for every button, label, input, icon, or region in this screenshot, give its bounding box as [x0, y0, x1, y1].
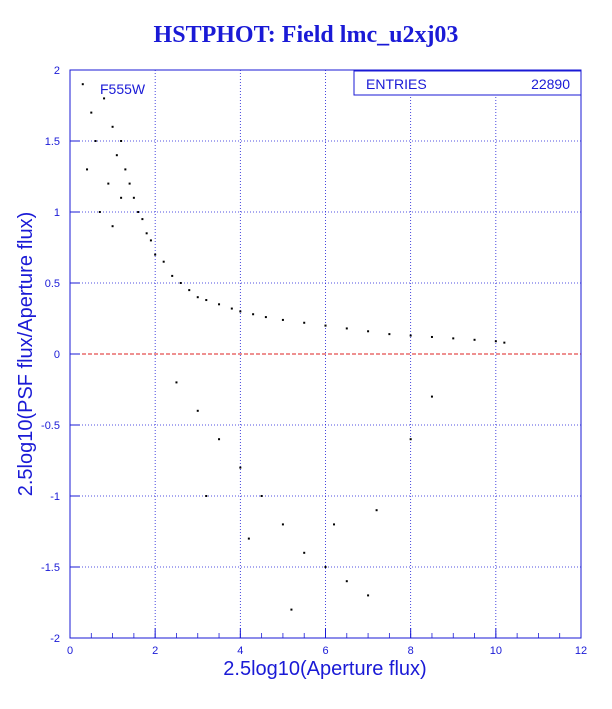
- x-tick-label: 8: [408, 645, 414, 657]
- data-point: [230, 307, 233, 310]
- data-point: [260, 495, 263, 497]
- x-axis-label: 2.5log10(Aperture flux): [223, 658, 426, 680]
- y-tick-label: -1.5: [41, 562, 60, 574]
- y-tick-label: 1.5: [45, 136, 60, 148]
- data-point: [94, 140, 97, 142]
- data-point: [503, 341, 506, 344]
- data-point: [162, 260, 165, 263]
- data-point: [303, 321, 306, 324]
- x-tick-label: 10: [490, 645, 502, 657]
- data-point: [218, 303, 221, 306]
- data-point: [303, 551, 306, 554]
- data-point: [124, 168, 127, 171]
- data-point: [141, 218, 144, 221]
- stats-box: ENTRIES 22890: [353, 70, 582, 96]
- data-point: [128, 182, 131, 185]
- data-point: [196, 409, 199, 412]
- stats-box-frame: [353, 70, 582, 96]
- data-point: [239, 466, 242, 469]
- data-point: [175, 381, 178, 384]
- y-tick-label: 0: [54, 349, 60, 361]
- data-point: [120, 140, 123, 142]
- x-tick-label: 12: [575, 645, 587, 657]
- data-point: [218, 438, 221, 441]
- stats-entries-label: ENTRIES: [366, 76, 427, 92]
- data-point: [409, 438, 412, 441]
- axis-ticks: 0 2 4 6 8 10 12 -2 -1.5 -1 -0.5 0 0.5 1 1.5 2: [41, 65, 587, 657]
- data-point: [107, 182, 110, 185]
- data-point: [264, 316, 267, 319]
- data-points: [81, 83, 506, 611]
- data-point: [188, 289, 191, 292]
- data-point: [430, 395, 433, 398]
- data-point: [473, 338, 476, 341]
- x-tick-label: 2: [152, 645, 158, 657]
- data-point: [81, 83, 84, 86]
- data-point: [171, 274, 174, 277]
- y-tick-label: 1: [54, 207, 60, 219]
- y-tick-label: -2: [50, 633, 60, 645]
- y-tick-label: 2: [54, 65, 60, 77]
- data-point: [324, 566, 327, 568]
- data-point: [345, 327, 348, 330]
- data-point: [86, 168, 89, 171]
- stats-entries-value: 22890: [531, 76, 570, 92]
- y-tick-label: -0.5: [41, 420, 60, 432]
- data-point: [388, 333, 391, 336]
- data-point: [154, 253, 157, 256]
- data-point: [367, 594, 370, 597]
- y-tick-label: 0.5: [45, 278, 60, 290]
- data-point: [375, 509, 378, 512]
- data-point: [247, 537, 250, 540]
- data-point: [409, 334, 412, 337]
- data-point: [179, 282, 182, 284]
- x-tick-label: 4: [237, 645, 243, 657]
- x-tick-label: 0: [67, 645, 73, 657]
- data-point: [239, 310, 242, 313]
- chart-title: HSTPHOT: Field lmc_u2xj03: [153, 22, 459, 48]
- filter-label: F555W: [100, 81, 146, 97]
- y-axis-label: 2.5log10(PSF flux/Aperture flux): [15, 212, 37, 497]
- data-point: [137, 211, 140, 213]
- data-point: [252, 313, 255, 316]
- data-point: [324, 324, 327, 327]
- data-point: [205, 299, 208, 302]
- data-point: [120, 196, 123, 199]
- data-point: [205, 495, 208, 497]
- data-point: [111, 225, 114, 228]
- data-point: [111, 125, 114, 128]
- y-tick-label: -1: [50, 491, 60, 503]
- data-point: [430, 335, 433, 338]
- data-point: [290, 608, 293, 611]
- data-point: [149, 239, 152, 242]
- data-point: [367, 330, 370, 333]
- data-point: [103, 97, 106, 100]
- data-point: [494, 340, 497, 343]
- data-point: [281, 523, 284, 526]
- data-point: [145, 232, 148, 235]
- data-point: [345, 580, 348, 583]
- data-point: [90, 111, 93, 114]
- x-tick-label: 6: [322, 645, 328, 657]
- data-point: [196, 296, 199, 299]
- data-point: [281, 318, 284, 321]
- data-point: [115, 154, 118, 157]
- data-point: [98, 211, 101, 213]
- data-point: [333, 523, 336, 526]
- data-point: [452, 337, 455, 340]
- data-point: [132, 196, 135, 199]
